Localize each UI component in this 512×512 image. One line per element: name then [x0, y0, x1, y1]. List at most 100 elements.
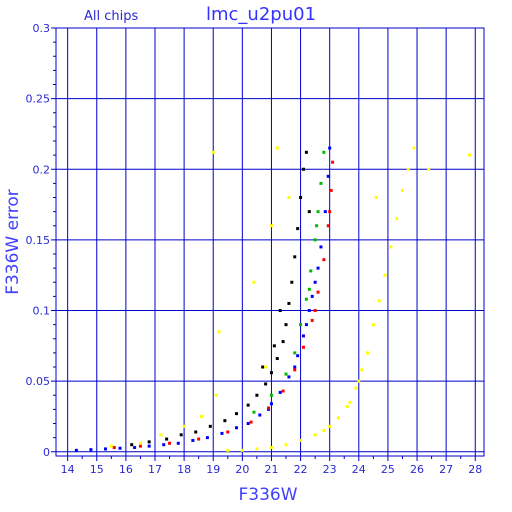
- plot-frame: [55, 27, 485, 457]
- data-point: [255, 393, 259, 397]
- data-point: [287, 301, 291, 305]
- data-point: [269, 393, 273, 397]
- data-point: [179, 433, 183, 437]
- data-point: [310, 294, 314, 298]
- data-point: [345, 405, 349, 409]
- x-tick-label: 22: [294, 463, 308, 476]
- data-point: [304, 297, 308, 301]
- data-point: [296, 354, 300, 358]
- data-point: [159, 433, 163, 437]
- x-tick-label: 28: [468, 463, 482, 476]
- data-point: [293, 255, 297, 259]
- data-point: [328, 424, 332, 428]
- data-point: [191, 438, 195, 442]
- data-point: [366, 351, 370, 355]
- data-point: [278, 390, 282, 394]
- data-point: [272, 344, 276, 348]
- data-point: [293, 368, 297, 372]
- data-point: [103, 447, 107, 451]
- data-point: [208, 424, 212, 428]
- x-tick-label: 14: [61, 463, 75, 476]
- data-point: [74, 448, 78, 452]
- data-point: [293, 351, 297, 355]
- data-point: [249, 420, 253, 424]
- data-point: [301, 167, 305, 171]
- data-point: [374, 196, 378, 200]
- y-tick-label: 0.15: [26, 234, 51, 247]
- data-point: [354, 386, 358, 390]
- x-tick-label: 27: [439, 463, 453, 476]
- y-tick-label: 0.2: [33, 163, 51, 176]
- data-point: [197, 437, 201, 441]
- data-point: [307, 287, 311, 291]
- data-point: [348, 400, 352, 404]
- data-point: [278, 309, 282, 313]
- data-point: [299, 438, 303, 442]
- x-tick-label: 17: [148, 463, 162, 476]
- y-tick-labels: 0 0.05 0.1 0.15 0.2 0.25 0.3: [26, 22, 51, 459]
- data-point: [307, 210, 311, 214]
- data-point: [138, 441, 142, 445]
- data-point: [336, 416, 340, 420]
- data-point: [301, 334, 305, 338]
- data-point: [138, 444, 142, 448]
- data-point: [269, 224, 273, 228]
- data-point: [133, 446, 137, 450]
- data-point: [89, 448, 93, 452]
- data-point: [328, 210, 332, 214]
- data-point: [235, 412, 239, 416]
- data-point: [200, 414, 204, 418]
- x-tick-label: 26: [410, 463, 424, 476]
- data-point: [296, 227, 300, 231]
- data-point: [246, 403, 250, 407]
- x-axis-title: F336W: [238, 485, 297, 505]
- data-point: [168, 441, 172, 445]
- data-point: [290, 280, 294, 284]
- y-tick-label: 0: [43, 446, 50, 459]
- y-axis-title: F336W error: [3, 189, 23, 295]
- y-tick-label: 0.1: [33, 305, 51, 318]
- data-point: [304, 323, 308, 327]
- data-point: [310, 318, 314, 322]
- data-point: [319, 181, 323, 185]
- data-point: [284, 323, 288, 327]
- data-point: [240, 448, 244, 452]
- data-point: [316, 290, 320, 294]
- chart-title: lmc_u2pu01: [206, 4, 316, 25]
- data-point: [252, 280, 256, 284]
- data-point: [328, 146, 332, 150]
- y-tick-label: 0.05: [26, 375, 51, 388]
- data-point: [322, 150, 326, 154]
- data-point: [371, 323, 375, 327]
- data-point: [395, 217, 399, 221]
- data-point: [165, 437, 169, 441]
- data-point: [329, 188, 333, 192]
- data-point: [130, 443, 134, 447]
- data-point: [316, 210, 320, 214]
- data-point: [112, 446, 116, 450]
- data-point: [293, 365, 297, 369]
- data-points: [74, 146, 471, 452]
- data-point: [182, 424, 186, 428]
- x-tick-label: 25: [381, 463, 395, 476]
- data-point: [287, 375, 291, 379]
- data-point: [281, 340, 285, 344]
- data-point: [357, 379, 361, 383]
- data-point: [162, 443, 166, 447]
- data-point: [275, 357, 279, 361]
- data-point: [220, 431, 224, 435]
- data-point: [223, 419, 227, 423]
- data-point: [412, 146, 416, 150]
- data-point: [304, 150, 308, 154]
- data-point: [326, 224, 330, 228]
- data-point: [264, 382, 268, 386]
- data-point: [313, 238, 317, 242]
- data-point: [147, 440, 151, 444]
- data-point: [299, 196, 303, 200]
- data-point: [313, 309, 317, 313]
- data-point: [258, 413, 262, 417]
- data-point: [383, 273, 387, 277]
- data-point: [301, 345, 305, 349]
- data-point: [322, 429, 326, 433]
- y-tick-label: 0.3: [33, 22, 51, 35]
